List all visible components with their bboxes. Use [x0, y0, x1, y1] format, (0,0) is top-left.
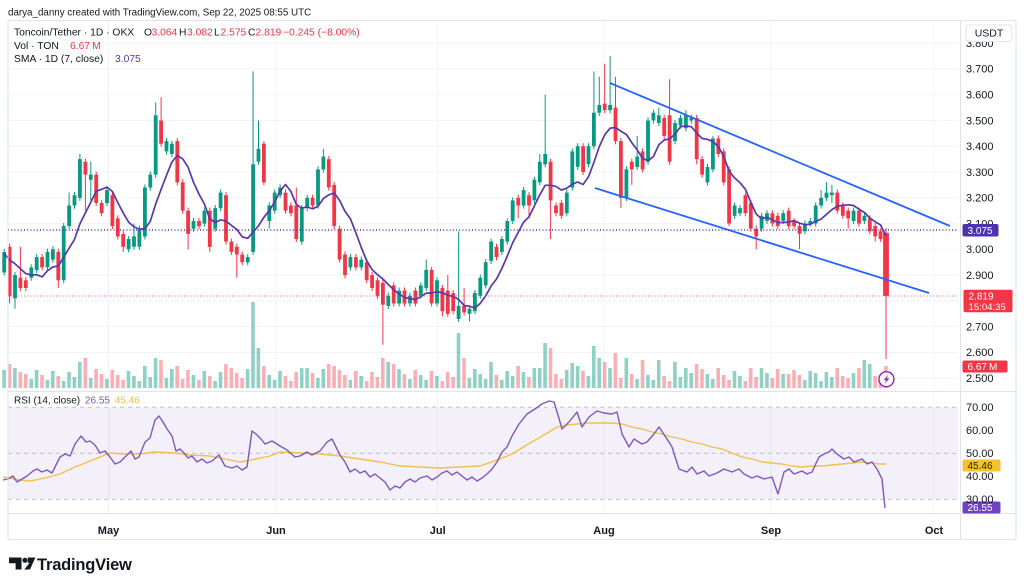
svg-text:3.075: 3.075 [115, 54, 141, 65]
svg-text:3.300: 3.300 [966, 167, 994, 179]
svg-text:3.064: 3.064 [152, 28, 178, 39]
svg-text:May: May [98, 525, 120, 537]
svg-text:26.55: 26.55 [968, 503, 993, 514]
svg-text:−0.245 (−8.00%): −0.245 (−8.00%) [283, 28, 360, 39]
svg-text:Toncoin/Tether · 1D · OKX: Toncoin/Tether · 1D · OKX [14, 28, 134, 39]
svg-text:Aug: Aug [593, 525, 614, 537]
svg-text:2.700: 2.700 [966, 321, 994, 333]
svg-text:O: O [144, 28, 152, 39]
svg-text:15:04:35: 15:04:35 [969, 302, 1006, 313]
svg-text:2.900: 2.900 [966, 270, 994, 282]
svg-text:3.500: 3.500 [966, 115, 994, 127]
svg-text:Sep: Sep [761, 525, 781, 537]
svg-text:70.00: 70.00 [966, 402, 994, 414]
svg-text:6.67 M: 6.67 M [70, 41, 101, 52]
svg-text:TradingView: TradingView [37, 556, 132, 574]
svg-text:L: L [214, 28, 220, 39]
svg-text:Vol · TON: Vol · TON [14, 41, 59, 52]
svg-text:2.500: 2.500 [966, 373, 994, 385]
svg-text:3.700: 3.700 [966, 64, 994, 76]
svg-text:SMA · 1D (7, close): SMA · 1D (7, close) [14, 54, 103, 65]
svg-text:2.819: 2.819 [256, 28, 282, 39]
svg-text:3.400: 3.400 [966, 141, 994, 153]
svg-text:3.075: 3.075 [968, 226, 993, 237]
svg-text:60.00: 60.00 [966, 425, 994, 437]
svg-text:40.00: 40.00 [966, 471, 994, 483]
svg-text:darya_danny created with Tradi: darya_danny created with TradingView.com… [8, 8, 311, 19]
svg-text:3.082: 3.082 [187, 28, 213, 39]
svg-text:H: H [179, 28, 186, 39]
svg-text:RSI (14, close) 26.55 45.46: RSI (14, close) 26.55 45.46 [14, 396, 140, 407]
svg-text:Oct: Oct [925, 525, 944, 537]
svg-text:USDT: USDT [975, 28, 1004, 40]
svg-text:2.575: 2.575 [221, 28, 247, 39]
svg-text:3.000: 3.000 [966, 244, 994, 256]
svg-text:6.67 M: 6.67 M [968, 362, 998, 373]
svg-text:3.200: 3.200 [966, 193, 994, 205]
svg-text:2.600: 2.600 [966, 347, 994, 359]
svg-text:Jun: Jun [266, 525, 286, 537]
svg-text:2.819: 2.819 [969, 291, 994, 302]
svg-text:3.600: 3.600 [966, 90, 994, 102]
svg-text:30.00: 30.00 [966, 494, 994, 506]
svg-text:Jul: Jul [430, 525, 446, 537]
svg-text:50.00: 50.00 [966, 448, 994, 460]
svg-text:C: C [248, 28, 256, 39]
svg-text:45.46: 45.46 [968, 461, 993, 472]
